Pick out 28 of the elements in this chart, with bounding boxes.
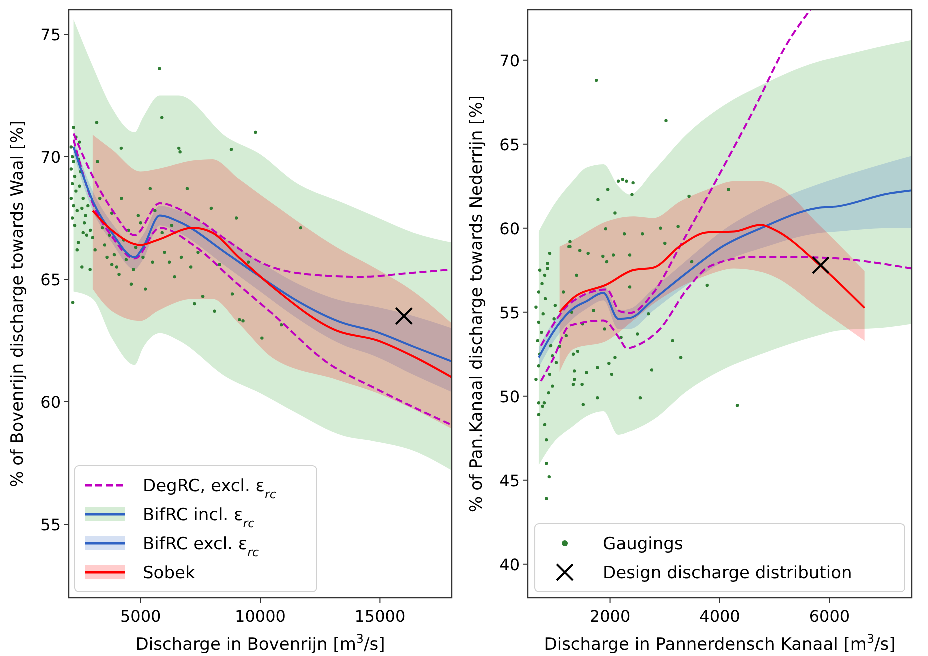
y-tick-label: 40 xyxy=(500,555,520,574)
y-axis-title: % of Pan.Kanaal discharge towards Nederrijn [%] xyxy=(467,96,487,512)
y-tick-label: 50 xyxy=(500,387,520,406)
y-tick-label: 65 xyxy=(500,135,520,154)
y-tick-label: 45 xyxy=(500,471,520,490)
y-tick-label: 75 xyxy=(40,26,61,44)
x-tick-label: 4000 xyxy=(700,607,740,626)
legend-label: Sobek xyxy=(143,564,196,584)
y-tick-label: 65 xyxy=(40,270,61,290)
y-tick-label: 55 xyxy=(500,303,520,322)
y-tick-label: 60 xyxy=(40,393,61,412)
legend-label: BifRC incl. ε$_{rc}$ xyxy=(143,506,256,530)
y-axis-title: % of Bovenrijn discharge towards Waal [%] xyxy=(8,120,28,488)
x-tick-label: 15000 xyxy=(354,607,406,626)
x-axis-title: Discharge in Pannerdensch Kanaal [m$^{3}$/s] xyxy=(544,632,896,655)
legend-label: Gaugings xyxy=(603,534,684,554)
y-tick-label: 70 xyxy=(40,148,61,167)
x-tick-label: 2000 xyxy=(590,607,631,626)
legend-label: DegRC, excl. ε$_{rc}$ xyxy=(143,476,277,502)
legend-label: Design discharge distribution xyxy=(603,564,852,584)
y-tick-label: 55 xyxy=(40,516,61,534)
x-tick-label: 5000 xyxy=(120,607,162,626)
x-axis-title: Discharge in Bovenrijn [m$^{3}$/s] xyxy=(136,632,386,655)
y-tick-label: 60 xyxy=(500,219,520,238)
x-tick-label: 10000 xyxy=(235,607,286,626)
legend-label: BifRC excl. ε$_{rc}$ xyxy=(143,534,260,560)
x-tick-label: 6000 xyxy=(809,607,850,626)
y-tick-label: 70 xyxy=(500,51,520,70)
